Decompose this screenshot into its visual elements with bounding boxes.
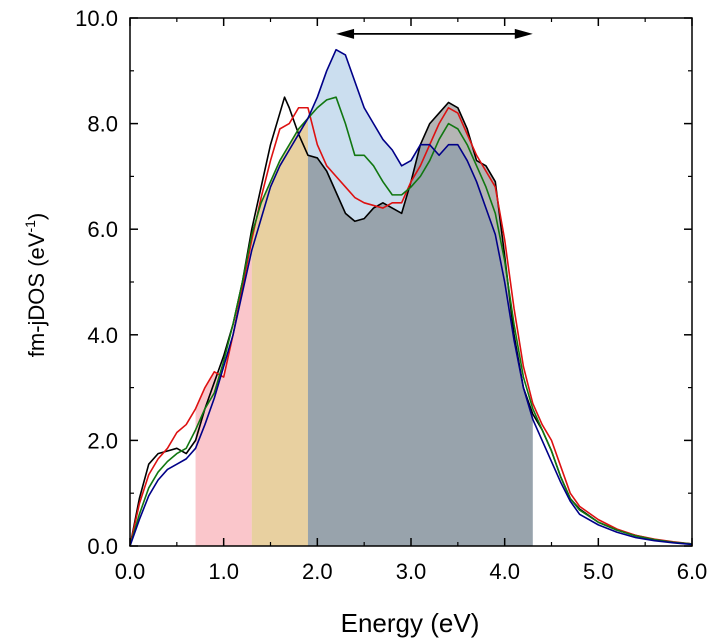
y-tick-label: 4.0 (87, 323, 118, 348)
x-tick-label: 4.0 (489, 559, 520, 584)
y-tick-label: 8.0 (87, 112, 118, 137)
y-axis-title-end: ) (24, 213, 49, 220)
x-tick-label: 0.0 (115, 559, 146, 584)
x-tick-label: 1.0 (208, 559, 239, 584)
y-tick-label: 10.0 (75, 6, 118, 31)
annotation-layer (336, 28, 533, 39)
y-tick-label: 0.0 (87, 534, 118, 559)
x-axis-title: Energy (eV) (341, 608, 480, 638)
y-axis-title-sup: -1 (22, 220, 38, 233)
x-tick-label: 5.0 (583, 559, 614, 584)
lines-layer (129, 48, 693, 547)
range-arrow-left-head (336, 28, 355, 39)
series-line-red (129, 106, 693, 547)
fills-layer (195, 49, 533, 547)
x-tick-label: 2.0 (302, 559, 333, 584)
fill-area-black (307, 102, 533, 546)
series-line-blue (129, 48, 693, 547)
fill-area-green (251, 118, 308, 546)
series-line-green (129, 96, 693, 547)
x-tick-label: 6.0 (677, 559, 708, 584)
y-axis-title-main: fm-jDOS (eV (24, 232, 49, 357)
x-tick-label: 3.0 (396, 559, 427, 584)
y-tick-label: 6.0 (87, 217, 118, 242)
fill-area-blue (307, 49, 533, 547)
y-tick-label: 2.0 (87, 428, 118, 453)
range-arrow-right-head (514, 28, 533, 39)
y-axis-title: fm-jDOS (eV-1) (22, 213, 49, 357)
ticks-layer: 0.0 1.0 2.0 3.0 4.0 5.0 6.0 0.0 2.0 4.0 6.0 8.0 10.0 (75, 6, 707, 584)
